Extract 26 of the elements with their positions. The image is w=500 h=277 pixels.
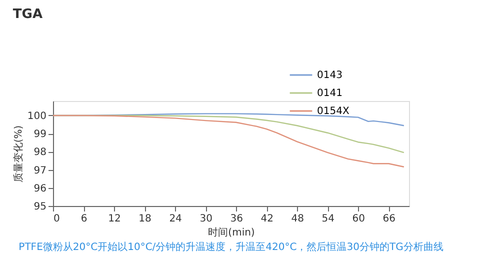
y-axis-title: 质量变化(%) — [12, 125, 24, 183]
chart-title: TGA — [12, 7, 43, 22]
legend-label: 0141 — [317, 88, 342, 99]
legend-label: 0143 — [317, 70, 342, 81]
x-tick-label: 6 — [80, 214, 88, 224]
x-tick-label: 18 — [138, 214, 152, 224]
x-tick-label: 66 — [382, 214, 396, 224]
y-tick-label: 96 — [34, 183, 46, 194]
y-tick-label: 97 — [34, 165, 46, 176]
x-axis-title: 时间(min) — [208, 226, 255, 238]
x-tick-label: 54 — [322, 214, 334, 224]
legend-label: 0154X — [317, 106, 350, 117]
y-tick-label: 100 — [27, 110, 46, 122]
x-tick-label: 0 — [54, 214, 60, 224]
x-tick-label: 60 — [352, 214, 366, 224]
x-tick-label: 30 — [200, 214, 212, 224]
y-tick-label: 99 — [34, 129, 46, 140]
x-tick-label: 12 — [108, 214, 121, 224]
x-tick-label: 24 — [169, 214, 182, 224]
line-series — [52, 114, 405, 168]
text: PTFE微粉从20°C开始以10°C/分钟的升温速度，升温至420°C，然后恒温30分钟的TG分析曲线 — [18, 241, 444, 253]
x-tick-label: 42 — [260, 214, 274, 224]
y-tick-label: 95 — [34, 202, 46, 212]
x-tick-label: 48 — [291, 214, 304, 224]
x-tick-label: 36 — [230, 214, 243, 224]
y-tick-label: 98 — [34, 147, 46, 158]
